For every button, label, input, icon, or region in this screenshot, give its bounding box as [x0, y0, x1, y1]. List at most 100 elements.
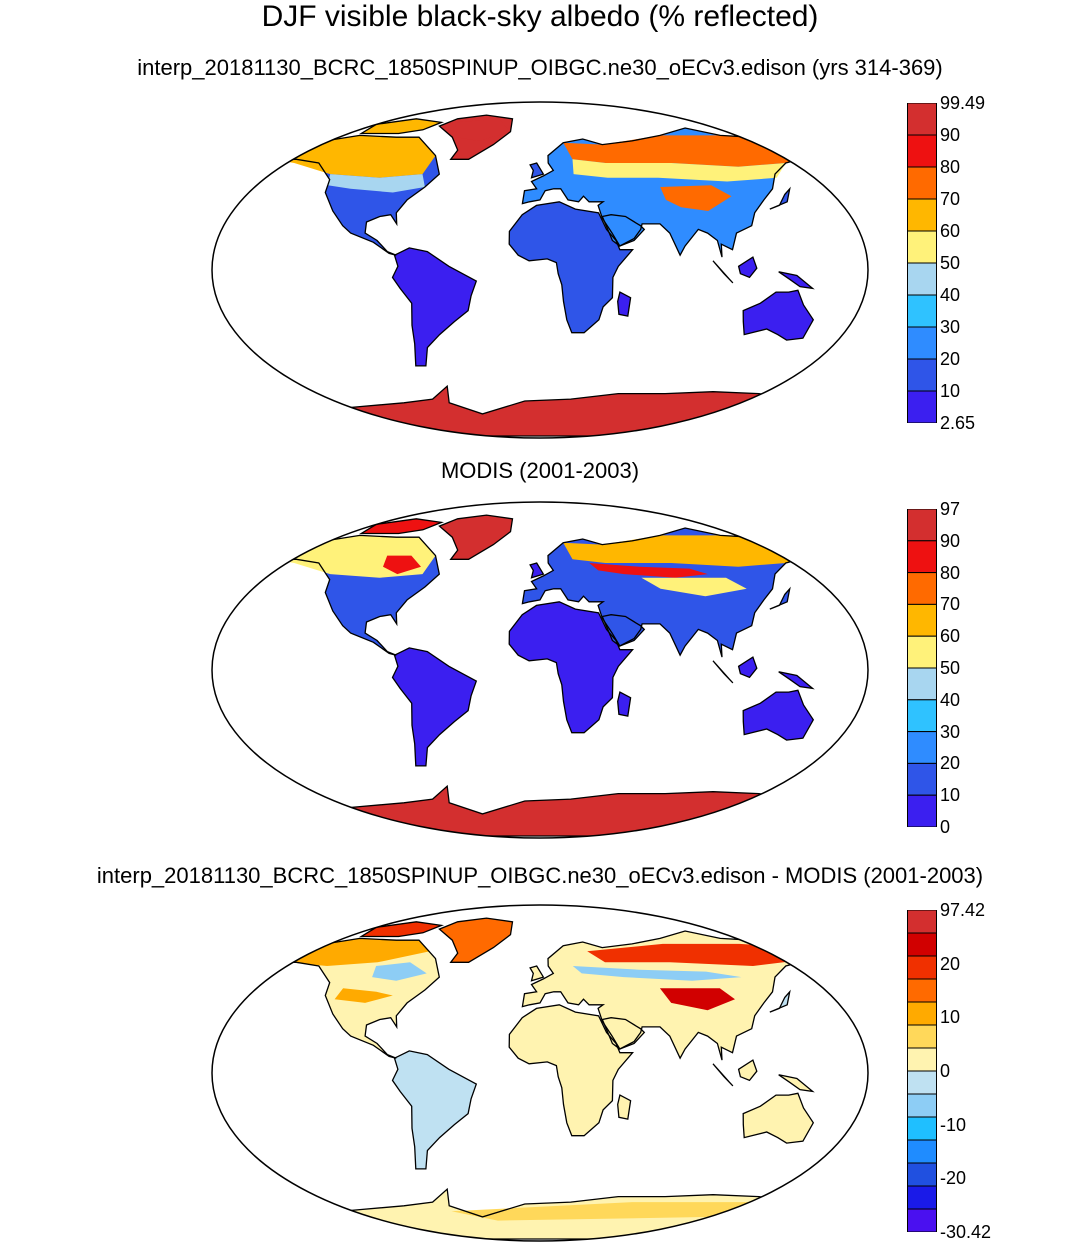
coastline-newGuinea: [778, 271, 815, 290]
colorbar-difference-swatch: [907, 1116, 937, 1141]
colorbar-modis-swatch: [907, 731, 937, 764]
coastline-arabia: [601, 1017, 646, 1050]
colorbar-model-label: 30: [940, 317, 961, 337]
colorbar-modis-swatch: [907, 540, 937, 574]
panel-title-modis: MODIS (2001-2003): [440, 458, 640, 483]
land-indonesia2: [738, 1060, 757, 1081]
colorbar-model-swatch: [907, 230, 937, 264]
colorbar-model-swatch: [907, 198, 937, 232]
map-border: [211, 101, 869, 439]
land-newGuinea: [778, 671, 813, 689]
colorbar-difference-swatch: [907, 932, 937, 957]
coastline-britain: [529, 162, 545, 179]
colorbar-modis-swatch: [907, 509, 937, 542]
colorbar-modis-label: 10: [940, 785, 961, 806]
colorbar-model-swatch: [907, 326, 937, 360]
albedo-region: [659, 988, 735, 1011]
colorbar-difference-swatch: [907, 955, 937, 980]
colorbar-model-label: 10: [940, 381, 961, 401]
albedo-region: [589, 563, 708, 578]
coastline-africa: [508, 201, 635, 334]
colorbar-difference-swatch: [907, 1185, 937, 1210]
colorbar-model-swatch: [907, 134, 937, 168]
coastline-southAmerica: [391, 247, 478, 367]
land-newGuinea: [778, 271, 813, 289]
colorbar-difference-swatch: [907, 1162, 937, 1187]
coastline-arabia: [601, 614, 646, 647]
coastline-britain: [529, 562, 545, 579]
land-australia: [743, 290, 814, 341]
colorbar-difference-swatch: [907, 1208, 937, 1232]
albedo-region: [422, 1076, 465, 1120]
colorbar-modis-swatch: [907, 572, 937, 605]
colorbar-model-swatch: [907, 103, 937, 136]
map-border: [211, 904, 869, 1242]
albedo-region: [572, 159, 786, 182]
panel-title-difference: interp_20181130_BCRC_1850SPINUP_OIBGC.ne…: [96, 863, 984, 888]
colorbar-model-label: 60: [940, 221, 961, 241]
coastline-indonesia2: [737, 256, 758, 279]
colorbar-model-label: 70: [940, 189, 961, 209]
colorbar-difference-label: 0: [940, 1061, 951, 1081]
colorbar-modis-label: 50: [940, 658, 961, 678]
map-modis: [211, 501, 869, 839]
colorbar-difference-label: 97.42: [940, 900, 986, 920]
colorbar-model-label: 2.65: [940, 413, 976, 433]
coastline-southAmerica: [391, 647, 478, 767]
colorbar-modis-label: 70: [940, 594, 961, 615]
albedo-region: [641, 577, 747, 597]
coastline-africa: [508, 1004, 635, 1137]
land-madagascar: [617, 692, 631, 717]
coastline-africa: [508, 601, 635, 734]
land-australia: [743, 690, 814, 741]
colorbar-model-swatch: [907, 358, 937, 392]
coastline-japan: [769, 989, 791, 1013]
colorbar-model-label: 20: [940, 349, 961, 369]
colorbar-modis: [907, 509, 937, 827]
colorbar-labels-difference: 97.42 20 10 0 -10 -20 -30.42: [940, 901, 1020, 1241]
coastline-madagascar: [617, 1094, 632, 1120]
coastline-greenland: [438, 114, 514, 160]
coastline-australia: [742, 689, 815, 741]
albedo-region: [451, 1202, 771, 1221]
coastline-japan: [769, 586, 791, 610]
albedo-region: [272, 938, 430, 966]
colorbar-modis-label: 97: [940, 499, 961, 519]
main-title: DJF visible black-sky albedo (% reflecte…: [261, 0, 819, 33]
coastline-britain: [529, 965, 545, 982]
colorbar-modis-label: 90: [940, 530, 961, 551]
colorbar-model-label: 90: [940, 125, 961, 145]
coastline-indonesia1: [712, 1063, 734, 1087]
colorbar-model-label: 99.49: [940, 93, 986, 113]
coastline-japan: [769, 186, 791, 210]
land-southAmerica: [392, 647, 477, 766]
land-greenland: [439, 918, 513, 963]
coastline-newGuinea: [778, 1074, 815, 1093]
colorbar-model-label: 80: [940, 157, 961, 177]
coastline-newGuinea: [778, 671, 815, 690]
albedo-region: [660, 185, 732, 211]
albedo-region: [334, 988, 393, 1003]
coastline-northAmerica: [271, 534, 441, 656]
coastline-indonesia1: [712, 660, 734, 684]
colorbar-difference-swatch: [907, 1139, 937, 1164]
colorbar-difference-label: -30.42: [940, 1222, 992, 1242]
coastline-northAmerica: [271, 937, 441, 1059]
colorbar-labels-model: 99.49 90 80 70 60 50 40 30 20 10 2.65: [940, 94, 1020, 432]
map-border: [211, 501, 869, 839]
coastline-southAmerica: [391, 1050, 478, 1170]
coastline-greenland: [438, 917, 514, 963]
colorbar-modis-swatch: [907, 603, 937, 637]
coastline-indonesia2: [737, 656, 758, 679]
coastline-northAmerica: [271, 134, 441, 256]
land-britain: [530, 163, 544, 178]
albedo-region: [587, 943, 814, 966]
colorbar-modis-swatch: [907, 635, 937, 669]
colorbar-modis-swatch: [907, 794, 937, 827]
colorbar-model: [907, 103, 937, 423]
colorbar-modis-label: 30: [940, 721, 961, 742]
colorbar-model-label: 40: [940, 285, 961, 305]
colorbar-model-swatch: [907, 390, 937, 423]
colorbar-difference-label: -20: [940, 1168, 967, 1189]
colorbar-difference-label: -10: [940, 1114, 967, 1135]
